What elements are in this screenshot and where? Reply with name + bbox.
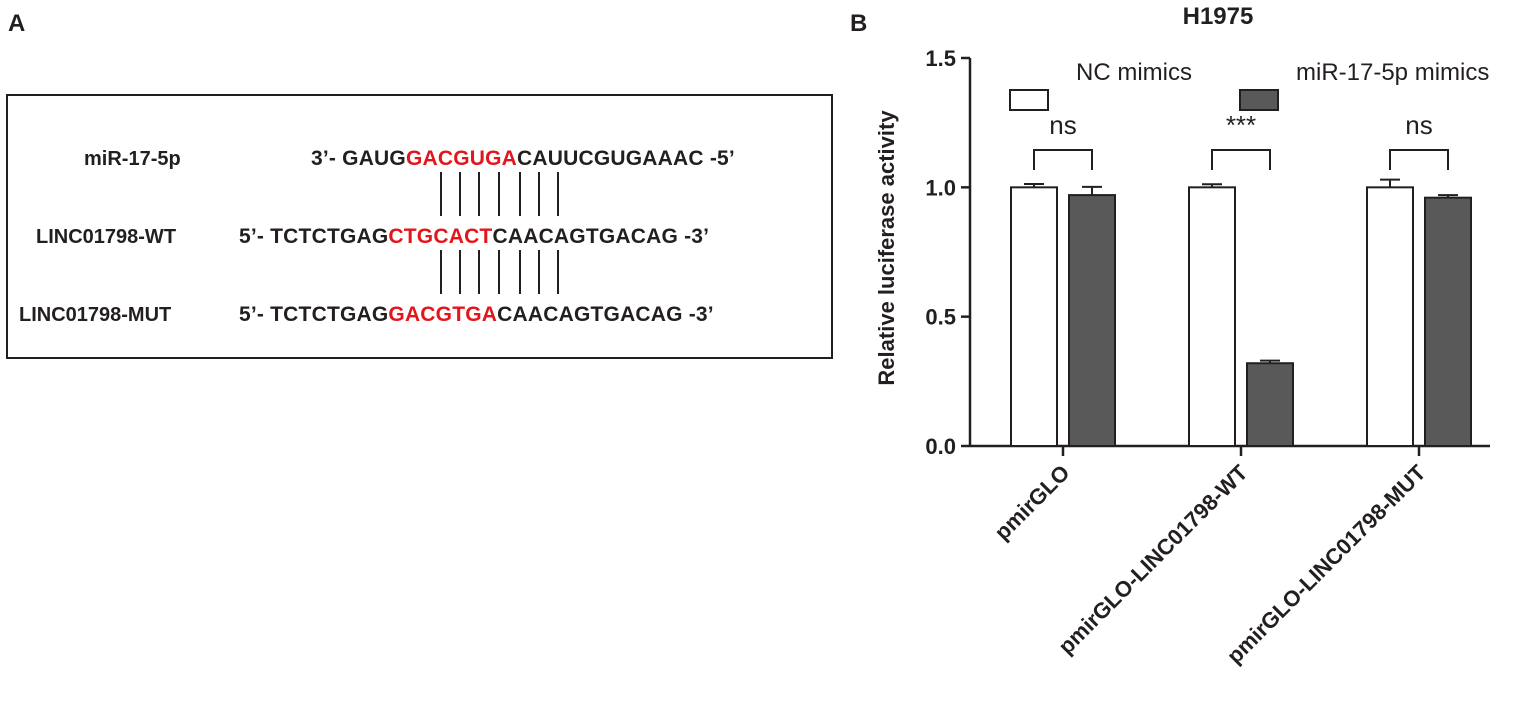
chart-title: H1975 — [1183, 3, 1254, 30]
seq-prefix: 5’- — [239, 225, 271, 248]
legend-label-nc-mimics: NC mimics — [1076, 59, 1192, 86]
seq-name-mir: miR-17-5p — [84, 148, 181, 170]
bar-nc-mimics — [1010, 186, 1058, 447]
seq-linc-wt: 5’- TCTCTGAGCTGCACTCAACAGTGACAG -3’ — [239, 225, 709, 249]
luciferase-bar-chart: H1975 0.0 0.5 1.0 1.5 Relative luciferase act… — [874, 3, 1490, 669]
bar-mir-mimics — [1424, 196, 1472, 447]
bar-mir-mimics — [1068, 194, 1116, 447]
seq-left: TCTCTGAG — [270, 225, 389, 248]
pair-lines-top — [440, 172, 559, 216]
seq-mir-17-5p: 3’- GAUGGACGUGACAUUCGUGAAAC -5’ — [311, 147, 735, 171]
bar-nc-mimics — [1188, 186, 1236, 447]
x-category-label: pmirGLO-LINC01798-WT — [1053, 459, 1253, 659]
seq-name-wt: LINC01798-WT — [36, 226, 177, 248]
x-category-label: pmirGLO-LINC01798-MUT — [1222, 459, 1431, 668]
significance-bracket — [1211, 149, 1271, 170]
seq-left: TCTCTGAG — [270, 303, 389, 326]
bar-nc-mimics — [1366, 186, 1414, 447]
seq-linc-mut: 5’- TCTCTGAGGACGTGACAACAGTGACAG -3’ — [239, 303, 714, 327]
seq-suffix: -5’ — [703, 147, 735, 170]
seq-left: GAUG — [342, 147, 406, 170]
seq-seed: CTGCACT — [388, 225, 493, 248]
y-tick-label: 1.5 — [925, 46, 956, 71]
base-pair-lines — [440, 172, 559, 294]
seq-suffix: -3’ — [682, 303, 714, 326]
y-tick-label: 0.0 — [925, 434, 956, 459]
seq-prefix: 5’- — [239, 303, 271, 326]
seq-prefix: 3’- — [311, 147, 343, 170]
seq-right: CAACAGTGACAG — [497, 303, 683, 326]
seq-right: CAACAGTGACAG — [492, 225, 679, 248]
seq-seed: GACGTGA — [388, 303, 498, 326]
y-tick-label: 0.5 — [925, 305, 956, 330]
sequence-alignment-box: miR-17-5p 3’- GAUGGACGUGACAUUCGUGAAAC -5… — [6, 94, 833, 359]
panel-label-b: B — [850, 10, 868, 37]
seq-right: CAUUCGUGAAAC — [517, 147, 704, 170]
legend-swatch-mir-mimics — [1239, 89, 1279, 111]
seq-seed: GACGUGA — [405, 147, 518, 170]
pair-lines-bottom — [440, 250, 559, 294]
x-category-label: pmirGLO — [989, 460, 1074, 545]
y-axis-title: Relative luciferase activity — [874, 110, 899, 386]
significance-bracket — [1033, 149, 1093, 170]
significance-label: *** — [1226, 110, 1256, 140]
y-tick-label: 1.0 — [925, 175, 956, 200]
legend-swatch-nc-mimics — [1009, 89, 1049, 111]
seq-name-mut: LINC01798-MUT — [19, 304, 172, 326]
bar-mir-mimics — [1246, 362, 1294, 447]
significance-label: ns — [1049, 110, 1076, 140]
significance-label: ns — [1405, 110, 1432, 140]
legend-label-mir-mimics: miR-17-5p mimics — [1296, 59, 1489, 86]
significance-bracket — [1389, 149, 1449, 170]
seq-suffix: -3’ — [678, 225, 710, 248]
panel-label-a: A — [8, 10, 26, 37]
